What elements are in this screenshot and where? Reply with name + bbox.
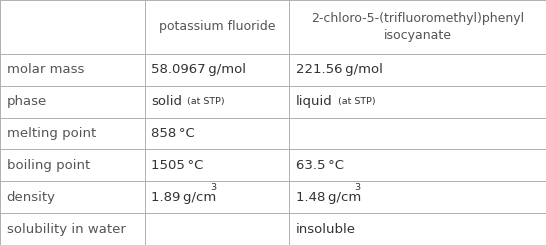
Text: 3: 3: [355, 183, 361, 192]
Text: 221.56 g/mol: 221.56 g/mol: [296, 63, 383, 76]
Text: insoluble: insoluble: [296, 222, 356, 236]
Text: boiling point: boiling point: [7, 159, 90, 172]
Text: phase: phase: [7, 95, 47, 108]
Text: 1.48 g/cm: 1.48 g/cm: [296, 191, 361, 204]
Text: melting point: melting point: [7, 127, 96, 140]
Text: solid: solid: [151, 95, 182, 108]
Text: 2-chloro-5-(trifluoromethyl)phenyl
isocyanate: 2-chloro-5-(trifluoromethyl)phenyl isocy…: [311, 12, 524, 42]
Text: 58.0967 g/mol: 58.0967 g/mol: [151, 63, 246, 76]
Text: (at STP): (at STP): [187, 97, 224, 106]
Text: liquid: liquid: [296, 95, 333, 108]
Text: solubility in water: solubility in water: [7, 222, 126, 236]
Text: 1.89 g/cm: 1.89 g/cm: [151, 191, 217, 204]
Text: 3: 3: [210, 183, 216, 192]
Text: 1505 °C: 1505 °C: [151, 159, 204, 172]
Text: (at STP): (at STP): [338, 97, 376, 106]
Text: molar mass: molar mass: [7, 63, 84, 76]
Text: 63.5 °C: 63.5 °C: [296, 159, 344, 172]
Text: potassium fluoride: potassium fluoride: [159, 20, 275, 34]
Text: density: density: [7, 191, 56, 204]
Text: 858 °C: 858 °C: [151, 127, 195, 140]
